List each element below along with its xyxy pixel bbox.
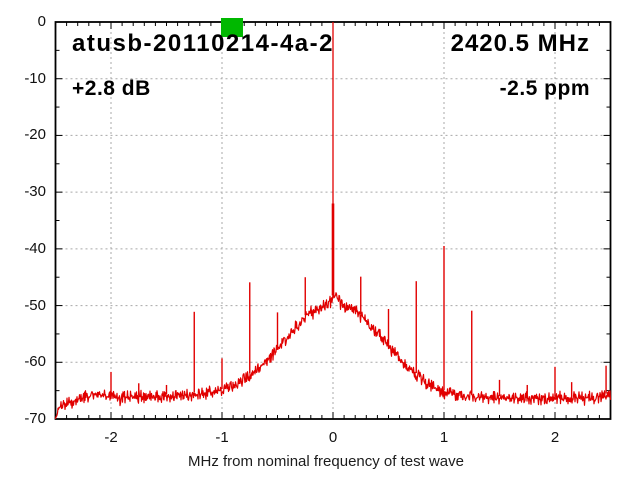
y-tick-label: -60 bbox=[24, 353, 46, 371]
center-frequency-label: 2420.5 MHz bbox=[450, 30, 590, 57]
plot-title: atusb-20110214-4a-2 bbox=[72, 30, 334, 57]
y-tick-label: -20 bbox=[24, 126, 46, 144]
channel-marker bbox=[220, 18, 243, 37]
y-tick-label: -40 bbox=[24, 239, 46, 257]
x-tick-label: 0 bbox=[328, 429, 338, 446]
x-tick-label: -1 bbox=[215, 429, 229, 446]
y-tick-label: -50 bbox=[24, 296, 46, 314]
y-tick-label: 0 bbox=[37, 13, 46, 30]
x-axis-label: MHz from nominal frequency of test wave bbox=[188, 453, 464, 470]
y-tick-label: -70 bbox=[24, 410, 46, 427]
x-tick-label: -2 bbox=[104, 429, 118, 446]
x-tick-label: 1 bbox=[439, 429, 449, 446]
y-tick-label: -10 bbox=[24, 69, 46, 87]
ppm-offset-annotation: -2.5 ppm bbox=[499, 77, 590, 100]
y-tick-label: -30 bbox=[24, 183, 46, 201]
power-offset-annotation: +2.8 dB bbox=[72, 77, 151, 100]
noise-trace bbox=[54, 291, 612, 420]
x-tick-label: 2 bbox=[550, 429, 560, 446]
